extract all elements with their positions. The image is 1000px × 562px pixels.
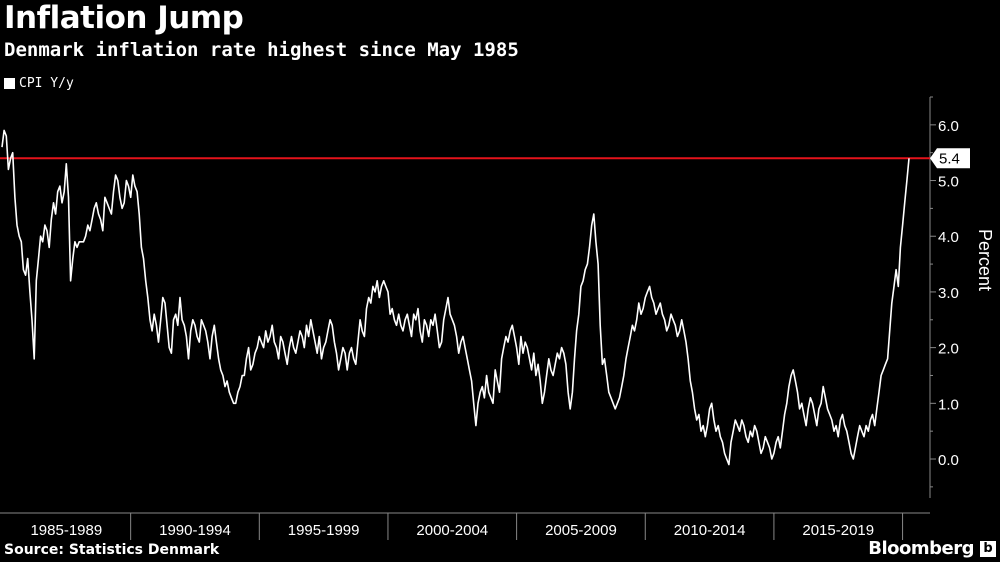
y-tick-label: 3.0	[938, 285, 959, 302]
callout-group: 5.4	[930, 148, 970, 169]
legend: CPI Y/y	[4, 76, 74, 91]
chart-title: Inflation Jump	[4, 0, 244, 36]
y-tick-label: 1.0	[938, 396, 959, 413]
y-axis-label: Percent	[975, 229, 995, 291]
chart-subtitle: Denmark inflation rate highest since May…	[4, 39, 519, 61]
x-category-label: 2010-2014	[674, 522, 746, 539]
x-category-label: 1995-1999	[288, 522, 360, 539]
legend-swatch	[4, 78, 15, 89]
brand-mark-icon: b	[980, 541, 996, 557]
x-category-label: 2015-2019	[802, 522, 874, 539]
y-tick-label: 4.0	[938, 229, 959, 246]
y-tick-label: 0.0	[938, 452, 959, 469]
legend-label: CPI Y/y	[19, 76, 74, 91]
x-category-label: 2000-2004	[416, 522, 488, 539]
series-group	[1, 129, 910, 466]
source-note: Source: Statistics Denmark	[4, 542, 220, 558]
x-category-label: 1990-1994	[159, 522, 231, 539]
y-tick-label: 2.0	[938, 341, 959, 358]
last-value-label: 5.4	[939, 150, 960, 167]
x-category-label: 1985-1989	[30, 522, 102, 539]
last-value-callout	[930, 148, 970, 169]
series-line-cpi	[1, 129, 910, 466]
y-tick-label: 5.0	[938, 174, 959, 191]
y-tick-label: 6.0	[938, 118, 959, 135]
brand-logo: Bloomberg	[868, 538, 974, 559]
x-category-label: 2005-2009	[545, 522, 617, 539]
axis-group: 6.0 5.0 4.0 3.0 2.0 1.0 0.0 1985-1989 1990-1994 1…	[0, 96, 959, 540]
